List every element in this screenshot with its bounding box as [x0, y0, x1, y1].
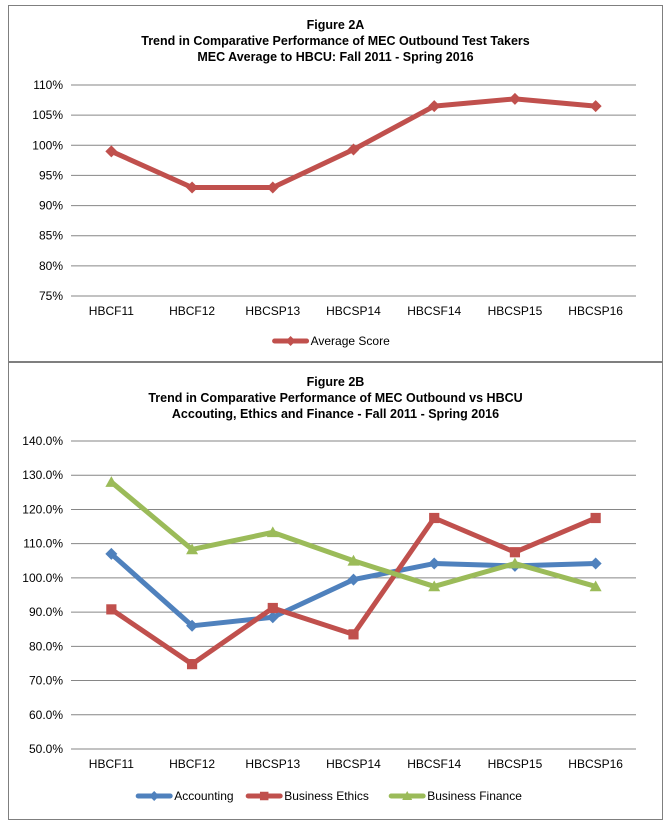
figure-2b-data-point — [428, 557, 441, 570]
figure-2b-data-point — [589, 557, 602, 570]
figure-2b-data-point — [186, 659, 198, 670]
figure-2a-ytick-label: 75% — [39, 289, 63, 303]
figure-2a-data-point — [589, 100, 602, 113]
figure-2b-legend-label-1: Business Ethics — [284, 789, 369, 803]
figure-2b-data-point — [347, 554, 360, 566]
figure-2b-legend-label-2: Business Finance — [427, 789, 522, 803]
figure-2b-legend-label-0: Accounting — [174, 789, 233, 803]
figure-2a-data-point — [508, 92, 521, 105]
figure-2b-ytick-label: 100.0% — [22, 571, 63, 585]
figure-2a-ytick-label: 95% — [39, 168, 63, 182]
figure-2b-data-point — [348, 629, 359, 640]
figure-2a-ytick-label: 85% — [39, 229, 63, 243]
figure-2a-data-point — [266, 181, 279, 194]
figure-2b-data-point — [429, 512, 440, 524]
figure-2a-panel: Figure 2A Trend in Comparative Performan… — [8, 5, 663, 362]
figure-2b-data-point — [105, 476, 118, 487]
figure-2a-data-point — [428, 100, 441, 113]
figure-2a-xtick-label: HBCSF14 — [407, 304, 461, 318]
figure-2a-data-point — [186, 181, 199, 194]
figure-2b-xtick-label: HBCSP14 — [326, 757, 381, 771]
figure-2a-title: Trend in Comparative Performance of MEC … — [141, 34, 530, 48]
figure-2b-xtick-label: HBCF12 — [169, 757, 215, 771]
figure-2b-ytick-label: 50.0% — [29, 742, 63, 756]
figure-2b-data-point — [347, 573, 360, 586]
figure-2a-xtick-label: HBCSP15 — [488, 304, 543, 318]
figure-2b-ytick-label: 70.0% — [29, 674, 63, 688]
figure-2a-xtick-label: HBCF12 — [169, 304, 215, 318]
figure-2a-ytick-label: 110% — [33, 78, 63, 92]
figure-2b-xtick-label: HBCSF14 — [407, 757, 461, 771]
figure-2a-chart: 75% 80% 85% 90% 95% 100% 105% 110% HBCF11 HBCF12 H… — [32, 78, 636, 348]
figure-2b-data-point — [589, 580, 602, 592]
figure-2a-subtitle: MEC Average to HBCU: Fall 2011 - Spring … — [197, 50, 474, 64]
figure-2a-data-point — [347, 143, 360, 156]
figure-2a-label: Figure 2A — [306, 18, 365, 32]
figure-2b-data-point — [186, 543, 199, 555]
figure-2b-data-point — [266, 611, 279, 624]
figure-2b-data-point — [428, 580, 441, 592]
figure-2b-data-point — [105, 547, 118, 560]
figure-2b-series-line-2 — [108, 479, 599, 589]
figure-2b-legend-marker-2 — [402, 791, 413, 800]
figure-2b-ytick-label: 80.0% — [29, 639, 63, 653]
figure-2a-data-point — [105, 145, 118, 158]
figure-2b-ytick-label: 90.0% — [29, 605, 63, 619]
figure-2a-xtick-label: HBCSP13 — [245, 304, 300, 318]
figure-2b-ytick-label: 110.0% — [23, 537, 63, 551]
figure-2b-data-point — [267, 602, 278, 614]
figure-2a-ytick-label: 80% — [39, 259, 63, 273]
figure-2b-chart: 50.0% 60.0% 70.0% 80.0% 90.0% 100.0% 110.0% 120… — [22, 434, 636, 803]
figure-2b-xtick-label: HBCSP16 — [568, 757, 623, 771]
figure-2b-data-point — [106, 604, 117, 615]
figure-2b-data-point — [590, 512, 601, 524]
figure-2b-subtitle: Accouting, Ethics and Finance - Fall 201… — [171, 407, 500, 421]
figure-2b-ytick-label: 130.0% — [22, 468, 63, 482]
figure-2a-legend-label-0: Average Score — [311, 334, 390, 348]
figure-2b-data-point — [266, 526, 279, 538]
figure-2a-legend-marker-0 — [285, 336, 296, 346]
figure-2b-title: Trend in Comparative Performance of MEC … — [148, 391, 523, 405]
figure-2b-ytick-label: 60.0% — [29, 708, 63, 722]
figure-2a-xtick-label: HBCSP16 — [568, 304, 623, 318]
figure-2b-data-point — [509, 547, 521, 558]
figure-2a-series-line-0 — [108, 96, 599, 190]
figure-2a-ytick-label: 105% — [32, 108, 63, 122]
figure-2b-label: Figure 2B — [306, 375, 365, 389]
figure-2b-ytick-label: 120.0% — [22, 502, 63, 516]
figure-2b-xtick-label: HBCSP15 — [488, 757, 543, 771]
figure-2b-legend-marker-1 — [259, 791, 269, 801]
figure-2b-xtick-label: HBCSP13 — [245, 757, 300, 771]
figure-2a-xtick-label: HBCF11 — [89, 304, 134, 318]
figure-2b-legend-marker-0 — [149, 791, 160, 801]
figure-2a-ytick-label: 90% — [39, 199, 63, 213]
figure-2a-ytick-label: 100% — [32, 138, 63, 152]
figure-2b-xtick-label: HBCF11 — [89, 757, 134, 771]
figure-2a-xtick-label: HBCSP14 — [326, 304, 381, 318]
figure-2b-ytick-label: 140.0% — [22, 434, 63, 448]
figure-2b-data-point — [186, 619, 199, 632]
figure-2b-panel: Figure 2B Trend in Comparative Performan… — [8, 362, 663, 820]
figure-2b-data-point — [508, 557, 521, 569]
